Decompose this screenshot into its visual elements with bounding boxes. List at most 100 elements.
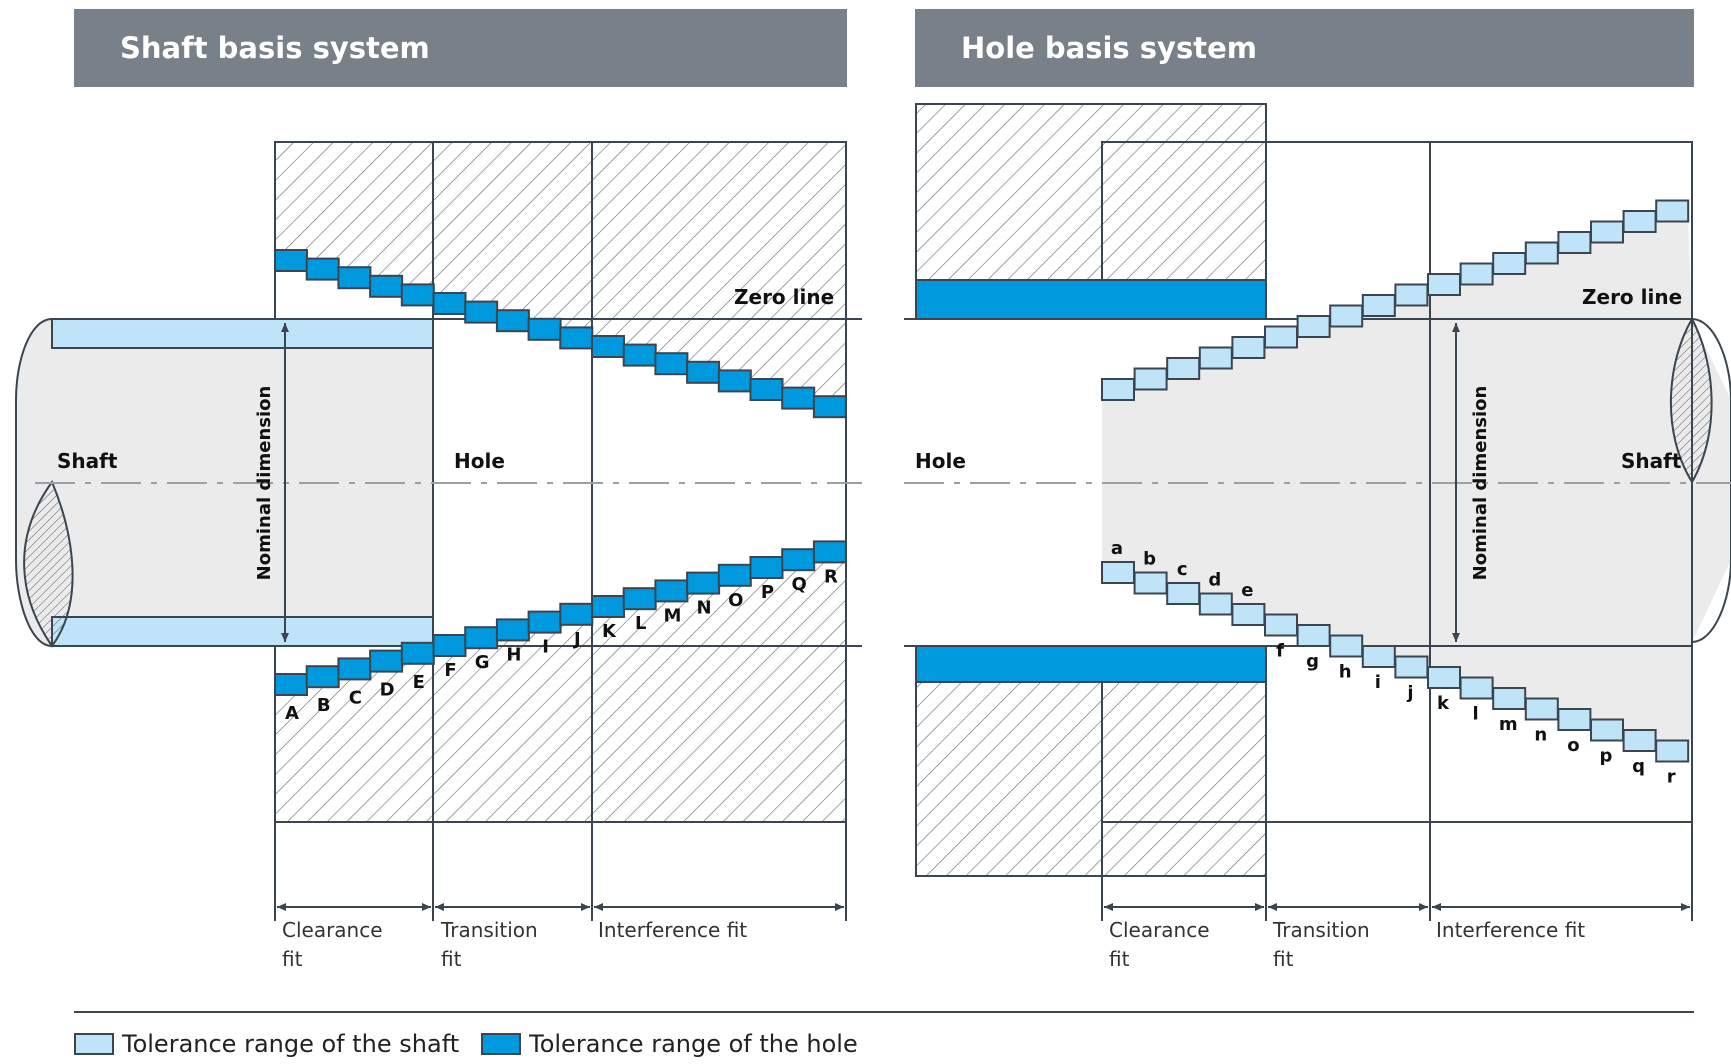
right-nominal-label: Nominal dimension: [1470, 386, 1491, 581]
hole-tolerance-upper-B: [305, 257, 340, 281]
right-hole-tolerance-top: [915, 279, 1267, 320]
right-shaft-letters: a b c d e f g h i j k l m n o p q r: [1111, 538, 1676, 788]
shaft-tolerance-upper-q: [1622, 210, 1657, 233]
left-transition-label-1: Transition: [440, 918, 538, 942]
shaft-letter-m: m: [1499, 714, 1518, 735]
hole-tolerance-upper-N: [686, 360, 721, 384]
shaft-tolerance-lower-d: [1198, 592, 1233, 616]
right-transition-label-1: Transition: [1272, 918, 1370, 942]
hole-tolerance-lower-K: [591, 595, 625, 618]
shaft-tolerance-lower-r: [1655, 739, 1690, 763]
legend-swatch-hole: [481, 1033, 522, 1055]
left-lower-hatched-area: [275, 541, 846, 822]
left-panel: Nominal dimension A B C D EF G H I J K L M N O P Q R Zer…: [15, 141, 862, 971]
hole-tolerance-upper-H: [495, 309, 530, 333]
shaft-letter-e: e: [1241, 580, 1253, 601]
hole-tolerance-lower-J: [559, 602, 594, 626]
shaft-tolerance-upper-i: [1361, 294, 1396, 317]
hole-letter-O: O: [728, 590, 743, 611]
hole-tolerance-lower-D: [369, 649, 404, 673]
hole-tolerance-upper-G: [464, 300, 499, 324]
shaft-tolerance-upper-j: [1394, 283, 1429, 307]
shaft-tolerance-upper-h: [1329, 304, 1364, 328]
left-transition-label-2: fit: [441, 947, 462, 971]
hole-letter-D: D: [380, 680, 395, 701]
shaft-letter-p: p: [1600, 746, 1613, 767]
hole-letter-H: H: [506, 644, 521, 665]
hole-tolerance-upper-F: [432, 292, 467, 315]
left-shaft-tolerance-top: [51, 318, 434, 349]
right-shaft-body: [1102, 221, 1731, 741]
shaft-letter-h: h: [1339, 662, 1352, 683]
shaft-tolerance-lower-c: [1166, 582, 1201, 605]
hole-tolerance-upper-I: [527, 317, 562, 341]
legend-item-hole: Tolerance range of the hole: [481, 1030, 858, 1058]
shaft-letter-b: b: [1143, 549, 1156, 570]
hole-letter-Q: Q: [792, 574, 807, 595]
right-panel: a b c d e f g h i j k l m n o p q r Nominal dimension Zer…: [904, 103, 1731, 971]
shaft-tolerance-lower-e: [1231, 603, 1266, 626]
right-interference-label: Interference fit: [1436, 918, 1585, 942]
left-shaft-cross-section: [23, 479, 74, 648]
hole-tolerance-lower-R: [812, 540, 847, 564]
shaft-letter-l: l: [1473, 704, 1479, 725]
left-shaft-label: Shaft: [57, 449, 118, 473]
right-clearance-label-1: Clearance: [1109, 918, 1210, 942]
hole-letter-M: M: [663, 605, 681, 626]
hole-tolerance-upper-R: [812, 395, 847, 419]
hole-tolerance-lower-B: [305, 665, 340, 689]
left-shaft-end: [15, 318, 53, 647]
hole-tolerance-lower-Q: [781, 548, 816, 572]
shaft-tolerance-lower-b: [1133, 571, 1168, 595]
shaft-letter-i: i: [1375, 672, 1381, 693]
right-shaft-cross-section: [1670, 316, 1713, 484]
hole-letter-C: C: [349, 687, 362, 708]
left-panel-title: Shaft basis system: [74, 9, 847, 87]
shaft-tolerance-upper-b: [1133, 367, 1168, 391]
shaft-tolerance-lower-f: [1264, 613, 1298, 637]
shaft-tolerance-upper-m: [1492, 252, 1527, 275]
right-shaft-tolerance-upper: [1101, 199, 1690, 401]
hole-tolerance-upper-Q: [781, 386, 816, 410]
shaft-letter-g: g: [1306, 651, 1319, 672]
shaft-tolerance-lower-n: [1524, 697, 1559, 721]
left-shaft-tolerance-bottom: [51, 616, 434, 647]
shaft-tolerance-lower-p: [1590, 718, 1624, 742]
hole-letter-L: L: [635, 613, 646, 634]
left-clearance-label-1: Clearance: [282, 918, 383, 942]
shaft-tolerance-lower-q: [1622, 729, 1657, 752]
hole-letter-E: E: [413, 672, 425, 693]
shaft-tolerance-upper-r: [1655, 199, 1690, 223]
hole-tolerance-upper-D: [369, 274, 404, 298]
left-hole-letters: A B C D EF G H I J K L M N O P Q R: [285, 566, 838, 724]
hole-tolerance-upper-P: [749, 378, 784, 401]
right-shaft-end: [1691, 318, 1731, 643]
hole-letter-B: B: [317, 695, 331, 716]
shaft-tolerance-upper-d: [1198, 346, 1233, 370]
left-upper-hatched-area: [275, 142, 846, 418]
shaft-tolerance-upper-p: [1590, 220, 1624, 244]
left-zero-line-label: Zero line: [734, 285, 834, 309]
right-hole-block-bottom: [915, 679, 1267, 877]
shaft-letter-r: r: [1667, 767, 1676, 788]
hole-tolerance-lower-O: [717, 563, 752, 587]
left-hole-tolerance-upper: [274, 249, 847, 419]
hole-tolerance-upper-K: [591, 335, 625, 358]
right-shaft-tolerance-lower: [1101, 561, 1690, 763]
shaft-tolerance-lower-a: [1101, 561, 1135, 584]
hole-tolerance-lower-M: [654, 579, 689, 603]
hole-tolerance-upper-M: [654, 352, 689, 376]
shaft-tolerance-lower-j: [1394, 655, 1429, 679]
right-panel-title-text: Hole basis system: [961, 31, 1257, 65]
hole-tolerance-lower-A: [274, 673, 308, 696]
shaft-letter-a: a: [1111, 538, 1123, 559]
shaft-letter-j: j: [1406, 683, 1413, 704]
hole-tolerance-upper-J: [559, 326, 594, 350]
shaft-tolerance-lower-l: [1459, 676, 1494, 700]
right-hole-tolerance-bottom: [915, 645, 1267, 683]
legend-label-shaft: Tolerance range of the shaft: [122, 1030, 460, 1058]
left-shaft-body: [16, 319, 433, 646]
shaft-tolerance-upper-g: [1296, 315, 1331, 338]
shaft-tolerance-upper-a: [1101, 378, 1135, 401]
shaft-letter-f: f: [1276, 641, 1284, 662]
